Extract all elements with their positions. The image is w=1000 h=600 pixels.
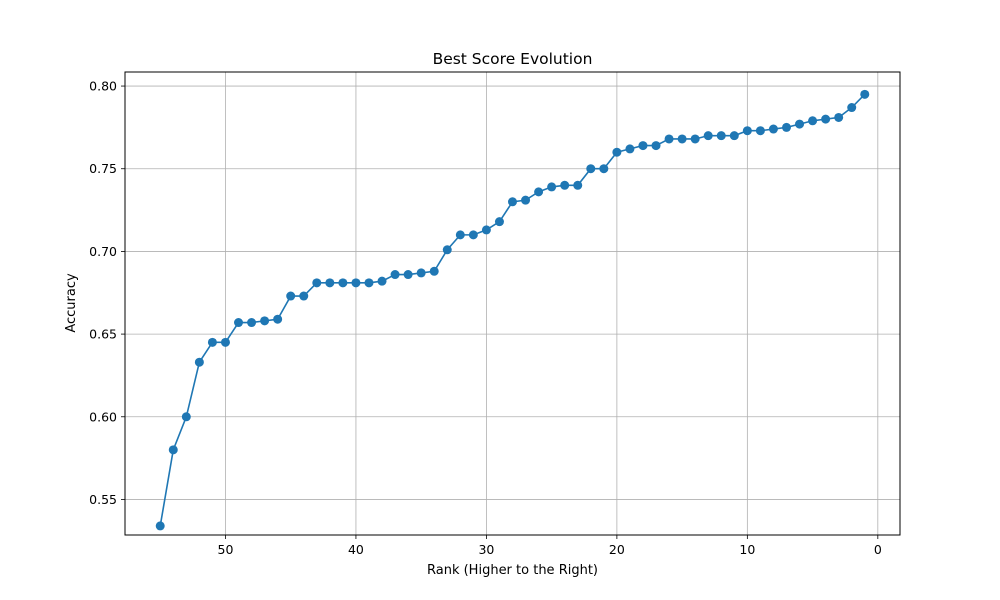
data-point	[273, 314, 283, 324]
data-point	[586, 164, 596, 174]
x-tick-label: 10	[739, 542, 755, 557]
data-point	[468, 230, 478, 240]
data-point	[181, 412, 191, 422]
data-point	[612, 147, 622, 157]
data-point	[703, 131, 713, 141]
x-tick-label: 20	[609, 542, 625, 557]
plot-area-frame	[124, 71, 901, 536]
data-point	[338, 278, 348, 288]
data-point	[377, 276, 387, 286]
y-tick-label: 0.80	[89, 79, 117, 94]
x-tick-label: 30	[478, 542, 494, 557]
data-point	[351, 278, 361, 288]
data-point	[220, 337, 230, 347]
data-point	[508, 197, 517, 207]
data-point	[755, 126, 765, 136]
data-point	[677, 134, 687, 144]
data-point	[690, 134, 700, 144]
data-point	[234, 318, 244, 328]
y-tick-label: 0.55	[89, 492, 117, 507]
data-point	[781, 122, 791, 132]
data-point	[429, 266, 439, 276]
grid-lines	[125, 72, 900, 535]
x-tick-label: 0	[874, 542, 882, 557]
data-point	[416, 268, 426, 278]
data-point	[247, 318, 257, 328]
y-tick-label: 0.75	[89, 161, 117, 176]
x-tick-label: 50	[218, 542, 234, 557]
data-point	[207, 337, 217, 347]
x-tick-label: 40	[348, 542, 364, 557]
y-tick-label: 0.65	[89, 327, 117, 342]
data-point	[455, 230, 465, 240]
data-point	[860, 89, 870, 99]
data-point	[768, 124, 778, 134]
data-point	[390, 270, 400, 280]
data-point	[664, 134, 674, 144]
data-point	[155, 521, 165, 531]
x-axis: 50 40 30 20 10 0	[218, 535, 882, 557]
data-point	[834, 112, 844, 122]
data-point	[821, 114, 831, 124]
chart-title: Best Score Evolution	[433, 50, 593, 68]
data-point	[194, 357, 204, 367]
series-group	[155, 89, 870, 531]
data-point	[299, 291, 309, 301]
data-point	[729, 131, 739, 141]
data-point	[625, 144, 635, 154]
data-point	[573, 180, 583, 190]
data-point	[481, 225, 491, 235]
x-axis-label: Rank (Higher to the Right)	[427, 563, 598, 578]
data-point	[364, 278, 374, 288]
data-point	[808, 116, 818, 126]
y-tick-label: 0.70	[89, 244, 117, 259]
y-axis: 0.55 0.60 0.65 0.70 0.75 0.80	[89, 79, 125, 507]
data-point	[260, 316, 270, 326]
data-point	[312, 278, 322, 288]
data-point	[742, 126, 752, 136]
data-point	[494, 217, 504, 227]
data-point	[168, 445, 178, 455]
data-point	[599, 164, 609, 174]
data-point	[286, 291, 296, 301]
data-point	[442, 245, 452, 255]
data-point	[325, 278, 335, 288]
data-point	[716, 131, 726, 141]
y-tick-label: 0.60	[89, 409, 117, 424]
y-axis-label: Accuracy	[64, 273, 79, 333]
data-point	[521, 195, 531, 205]
data-point	[638, 141, 648, 151]
data-point	[560, 180, 570, 190]
data-point	[403, 270, 413, 280]
data-point	[651, 141, 661, 151]
data-point	[534, 187, 544, 197]
data-point	[795, 119, 805, 129]
data-point	[547, 182, 557, 192]
data-point	[847, 103, 857, 113]
